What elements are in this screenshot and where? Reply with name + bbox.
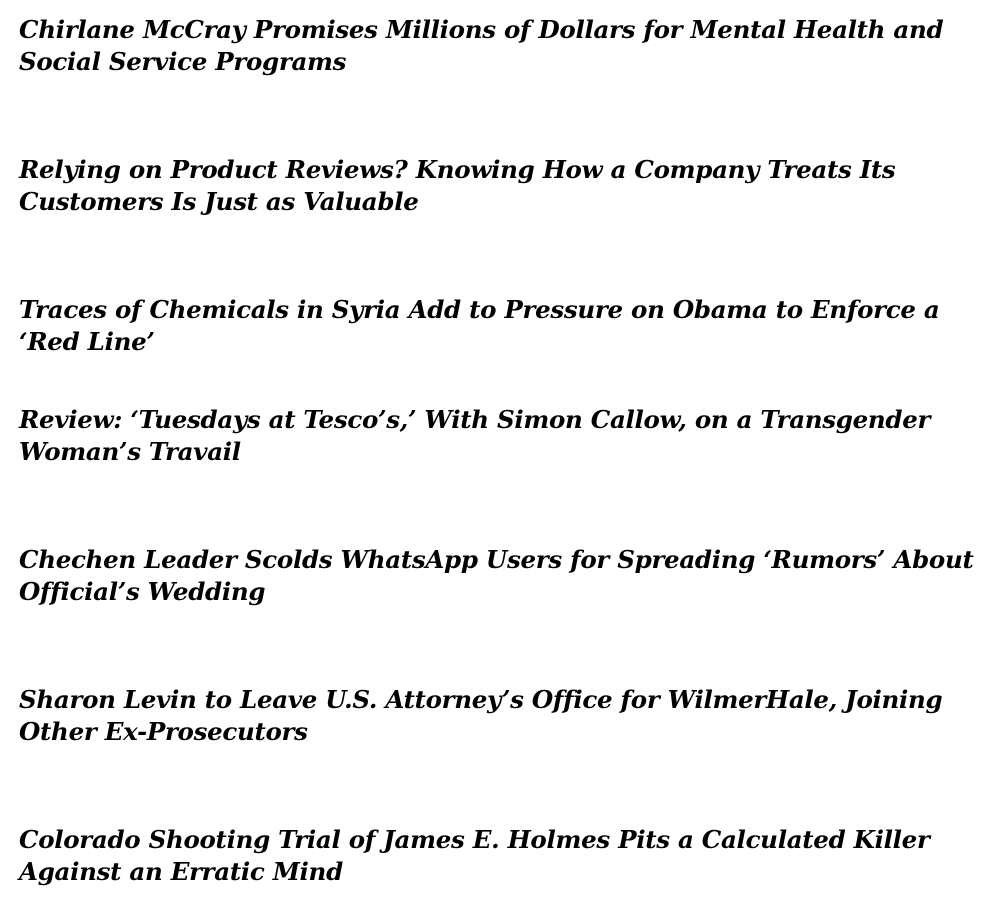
headline-link[interactable]: Review: ‘Tuesdays at Tesco’s,’ With Simo… bbox=[19, 405, 931, 466]
headline-link[interactable]: Traces of Chemicals in Syria Add to Pres… bbox=[19, 295, 940, 356]
headline-link[interactable]: Sharon Levin to Leave U.S. Attorney’s Of… bbox=[19, 685, 943, 746]
headline-link[interactable]: Relying on Product Reviews? Knowing How … bbox=[19, 155, 896, 216]
headline-link[interactable]: Chechen Leader Scolds WhatsApp Users for… bbox=[19, 545, 974, 606]
headline-link[interactable]: Colorado Shooting Trial of James E. Holm… bbox=[19, 825, 930, 886]
headline-link[interactable]: Chirlane McCray Promises Millions of Dol… bbox=[19, 15, 944, 76]
